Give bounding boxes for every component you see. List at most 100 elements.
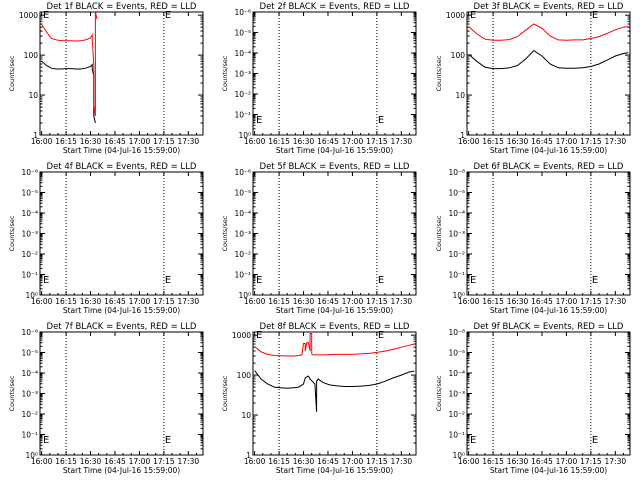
e-marker: E <box>470 275 476 286</box>
y-axis-label: Counts/sec <box>221 215 229 251</box>
panel-title: Det 9f BLACK = Events, RED = LLD <box>474 322 624 332</box>
x-tick-label: 16:00 <box>458 297 480 306</box>
x-tick-label: 16:45 <box>104 457 126 466</box>
x-tick-label: 16:15 <box>55 457 77 466</box>
x-tick-label: 17:15 <box>580 297 602 306</box>
x-tick-label: 16:00 <box>458 137 480 146</box>
y-tick-label: 10⁻⁵ <box>21 189 38 198</box>
y-tick-label: 1 <box>460 131 465 140</box>
y-tick-label: 10⁻² <box>448 250 465 259</box>
x-tick-label: 16:15 <box>482 137 504 146</box>
x-tick-label: 17:00 <box>129 137 151 146</box>
plot-frame <box>252 11 417 136</box>
e-marker: E <box>165 435 171 446</box>
x-tick-label: 16:30 <box>293 137 315 146</box>
plot-frame <box>39 331 204 456</box>
y-tick-label: 10⁻¹ <box>448 431 465 440</box>
y-tick-label: 10⁻⁶ <box>448 168 465 177</box>
y-tick-label: 10 <box>455 91 465 100</box>
y-tick-label: 1 <box>33 131 38 140</box>
x-tick-label: 16:30 <box>293 297 315 306</box>
y-tick-label: 10⁰ <box>452 291 465 300</box>
y-tick-label: 10⁻¹ <box>21 271 38 280</box>
x-tick-label: 17:15 <box>580 457 602 466</box>
x-axis-label: Start Time (04-Jul-16 15:59:00) <box>490 146 607 155</box>
y-tick-label: 10⁻⁶ <box>234 168 251 177</box>
series-line-events <box>254 370 415 412</box>
x-tick-label: 16:30 <box>507 457 529 466</box>
e-marker: E <box>165 275 171 286</box>
x-tick-label: 17:30 <box>178 297 200 306</box>
x-tick-label: 17:15 <box>580 137 602 146</box>
x-axis-label: Start Time (04-Jul-16 15:59:00) <box>490 306 607 315</box>
x-tick-label: 16:15 <box>55 137 77 146</box>
e-marker: E <box>378 330 384 341</box>
y-axis-label: Counts/sec <box>221 55 229 91</box>
y-tick-label: 10⁻³ <box>21 230 38 239</box>
y-tick-label: 10⁻² <box>234 250 251 259</box>
y-tick-label: 1000 <box>446 11 465 20</box>
x-tick-label: 17:15 <box>366 457 388 466</box>
plot-frame <box>466 11 631 136</box>
x-tick-label: 16:00 <box>244 137 266 146</box>
y-tick-label: 10⁻⁴ <box>21 209 38 218</box>
x-tick-label: 16:00 <box>244 457 266 466</box>
panel-title: Det 5f BLACK = Events, RED = LLD <box>260 162 410 172</box>
x-tick-label: 17:15 <box>366 137 388 146</box>
x-tick-label: 17:15 <box>153 137 175 146</box>
e-marker: E <box>43 435 49 446</box>
x-tick-label: 17:30 <box>178 137 200 146</box>
y-axis-label: Counts/sec <box>8 55 16 91</box>
x-tick-label: 17:00 <box>129 297 151 306</box>
panel-title: Det 1f BLACK = Events, RED = LLD <box>47 2 197 12</box>
panel-title: Det 4f BLACK = Events, RED = LLD <box>47 162 197 172</box>
x-tick-label: 16:15 <box>482 297 504 306</box>
y-tick-label: 10⁻⁵ <box>448 349 465 358</box>
x-tick-label: 17:00 <box>342 137 364 146</box>
x-axis-label: Start Time (04-Jul-16 15:59:00) <box>63 306 180 315</box>
y-tick-label: 10⁻⁶ <box>21 168 38 177</box>
x-tick-label: 16:00 <box>458 457 480 466</box>
x-tick-label: 16:45 <box>531 137 553 146</box>
x-tick-label: 17:00 <box>556 457 578 466</box>
x-tick-label: 17:30 <box>605 137 627 146</box>
y-tick-label: 10⁻⁶ <box>448 328 465 337</box>
y-tick-label: 10⁻¹ <box>448 271 465 280</box>
x-tick-label: 16:45 <box>104 137 126 146</box>
y-tick-label: 10 <box>241 411 251 420</box>
y-tick-label: 10⁻¹ <box>234 111 251 120</box>
y-axis-label: Counts/sec <box>435 375 443 411</box>
e-marker: E <box>378 275 384 286</box>
y-axis-label: Counts/sec <box>435 55 443 91</box>
series-line-lld <box>41 11 98 116</box>
x-tick-label: 17:00 <box>129 457 151 466</box>
x-tick-label: 16:30 <box>293 457 315 466</box>
y-tick-label: 10 <box>28 91 38 100</box>
e-marker: E <box>592 10 598 21</box>
e-marker: E <box>470 10 476 21</box>
x-tick-label: 17:30 <box>391 297 413 306</box>
x-tick-label: 17:00 <box>342 457 364 466</box>
series-line-lld <box>468 23 629 41</box>
x-tick-label: 16:45 <box>531 297 553 306</box>
x-tick-label: 17:30 <box>391 137 413 146</box>
x-tick-label: 17:30 <box>605 297 627 306</box>
y-tick-label: 100 <box>451 51 466 60</box>
e-marker: E <box>592 435 598 446</box>
x-tick-label: 16:15 <box>55 297 77 306</box>
y-axis-label: Counts/sec <box>8 375 16 411</box>
panel-title: Det 2f BLACK = Events, RED = LLD <box>260 2 410 12</box>
plot-frame <box>39 11 204 136</box>
x-tick-label: 16:30 <box>507 297 529 306</box>
y-tick-label: 100 <box>24 51 39 60</box>
x-tick-label: 17:15 <box>366 297 388 306</box>
x-tick-label: 16:15 <box>482 457 504 466</box>
x-tick-label: 17:30 <box>178 457 200 466</box>
plot-frame <box>252 331 417 456</box>
y-tick-label: 10⁻³ <box>448 390 465 399</box>
e-marker: E <box>256 275 262 286</box>
plot-frame <box>252 171 417 296</box>
